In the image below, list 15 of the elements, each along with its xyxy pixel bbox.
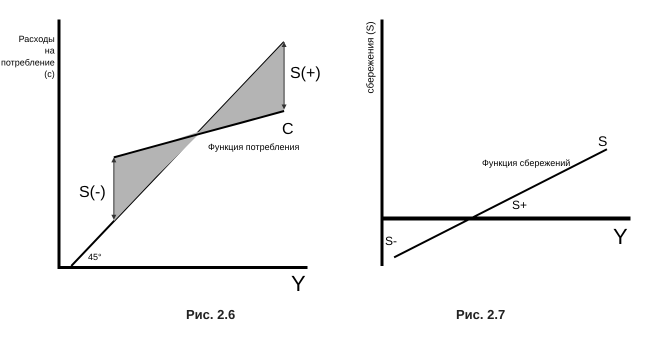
annotation: C (282, 121, 294, 138)
text: Рис. 2.6 (186, 307, 236, 322)
annotation: S+ (512, 198, 528, 212)
annotation: S(+) (290, 65, 321, 82)
x-axis-title: Y (291, 271, 306, 296)
x-axis-title: Y (613, 224, 628, 249)
y-axis-title: Расходы на потребление (с) (1, 34, 55, 80)
annotation: Функция сбережений (482, 158, 570, 168)
annotation: Функция потребления (208, 142, 300, 152)
annotation: 45° (88, 252, 102, 262)
text: S (598, 133, 608, 149)
y-axis-title: сбережения (S) (365, 21, 376, 94)
text: Рис. 2.7 (456, 307, 506, 322)
annotation: S- (385, 234, 398, 248)
annotation: S(-) (79, 184, 106, 201)
